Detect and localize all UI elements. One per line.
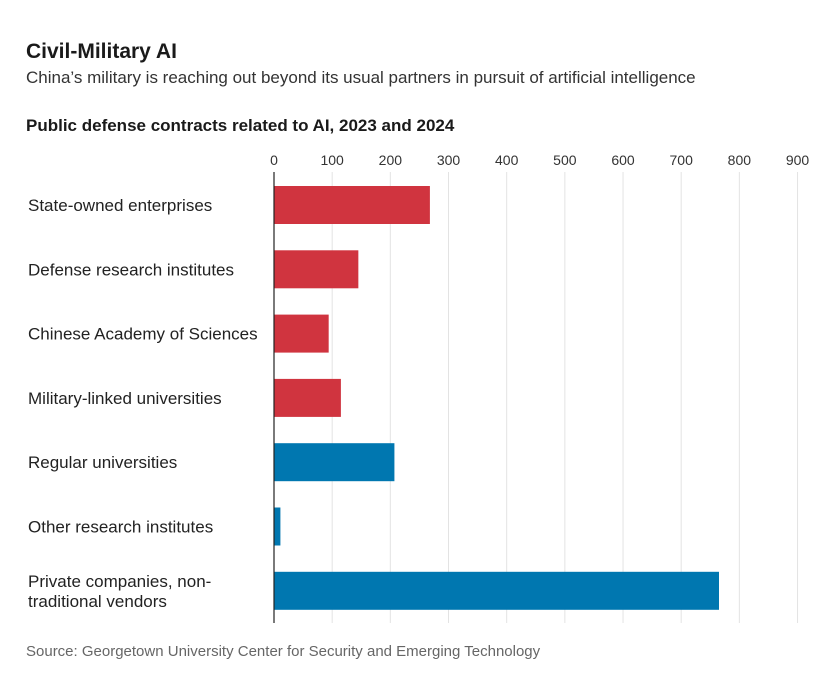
bar: [274, 571, 720, 610]
category-label: Private companies, non-: [28, 572, 211, 591]
bar: [274, 378, 341, 417]
x-tick-label: 0: [270, 152, 278, 168]
category-label: Regular universities: [28, 453, 177, 472]
x-tick-label: 200: [379, 152, 403, 168]
page-title: Civil-Military AI: [26, 40, 177, 63]
page-subtitle: China’s military is reaching out beyond …: [26, 68, 696, 87]
bar: [274, 186, 430, 224]
x-tick-label: 500: [553, 152, 577, 168]
source-note: Source: Georgetown University Center for…: [26, 643, 541, 660]
bar: [274, 314, 329, 353]
category-label: Military-linked universities: [28, 389, 222, 408]
category-label: Chinese Academy of Sciences: [28, 325, 258, 344]
x-tick-label: 100: [320, 152, 344, 168]
x-tick-label: 800: [728, 152, 752, 168]
x-tick-label: 300: [437, 152, 461, 168]
x-tick-label: 900: [786, 152, 810, 168]
x-tick-label: 600: [611, 152, 635, 168]
category-label: State-owned enterprises: [28, 196, 212, 215]
category-label: traditional vendors: [28, 592, 167, 611]
category-label: Other research institutes: [28, 518, 213, 537]
bar: [274, 443, 395, 482]
x-tick-label: 700: [670, 152, 694, 168]
chart-title: Public defense contracts related to AI, …: [26, 116, 455, 135]
bar: [274, 250, 359, 289]
bar: [274, 507, 281, 546]
x-tick-label: 400: [495, 152, 519, 168]
category-label: Defense research institutes: [28, 260, 234, 279]
